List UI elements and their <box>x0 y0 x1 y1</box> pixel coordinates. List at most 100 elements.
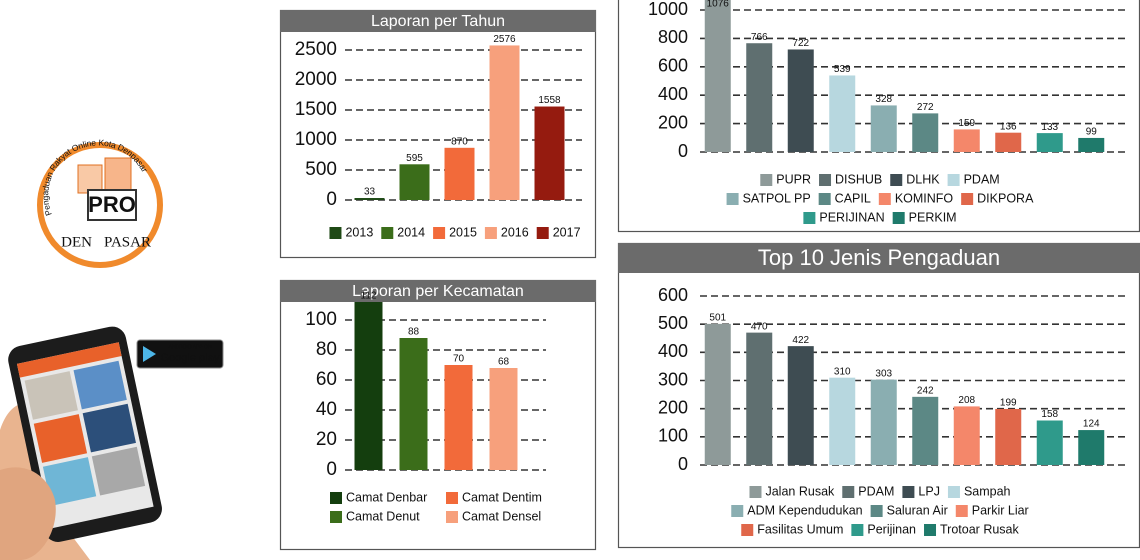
app-tile <box>42 457 97 506</box>
bar <box>1078 430 1105 465</box>
legend-label: Sampah <box>964 484 1011 498</box>
legend-label: Perijinan <box>867 522 916 536</box>
bar <box>704 323 731 465</box>
bar <box>399 338 428 470</box>
y-tick-label: 0 <box>326 189 337 210</box>
legend-label: 2013 <box>345 225 373 239</box>
value-label: 133 <box>1041 122 1058 133</box>
legend-label: PDAM <box>858 484 894 498</box>
y-tick-label: 100 <box>305 309 337 330</box>
y-tick-label: 200 <box>658 397 688 417</box>
y-tick-label: 300 <box>658 369 688 389</box>
bar <box>995 408 1022 465</box>
chart: Top 10 Jenis Pengaduan 0 100 200 300 400 500 60… <box>617 242 1140 549</box>
value-label: 199 <box>1000 398 1017 409</box>
legend-swatch <box>330 511 342 523</box>
value-label: 766 <box>751 32 768 43</box>
legend-label: Jalan Rusak <box>765 484 835 498</box>
value-label: 136 <box>1000 121 1017 132</box>
y-tick-label: 0 <box>326 459 337 480</box>
y-tick-label: 800 <box>658 27 688 47</box>
legend-label: PDAM <box>964 172 1000 186</box>
legend-swatch <box>955 505 968 517</box>
bar <box>1078 137 1105 152</box>
value-label: 501 <box>709 313 726 324</box>
chart-frame <box>279 279 597 551</box>
logo-pasar: PASAR <box>104 234 151 250</box>
legend-label: Camat Densel <box>462 509 541 523</box>
legend-label: Parkir Liar <box>972 503 1029 517</box>
legend-label: 2016 <box>501 225 529 239</box>
legend-label: LPJ <box>918 484 940 498</box>
legend-swatch <box>446 511 458 523</box>
legend-label: DIKPORA <box>977 191 1034 205</box>
value-label: 112 <box>361 291 377 302</box>
legend-label: Saluran Air <box>887 503 948 517</box>
y-tick-label: 500 <box>305 159 337 180</box>
legend-label: DLHK <box>906 172 940 186</box>
legend-label: 2017 <box>553 225 581 239</box>
legend-label: KOMINFO <box>895 191 954 205</box>
bar <box>534 106 565 200</box>
bar <box>444 365 473 470</box>
legend-swatch <box>381 227 394 239</box>
badge-bg[interactable] <box>136 339 224 369</box>
title-bar <box>618 243 1140 273</box>
bar <box>870 105 897 152</box>
y-tick-label: 200 <box>658 112 688 132</box>
legend-swatch <box>851 524 864 536</box>
logo: Pengaduan Rakyat Online Kota Denpasar PR… <box>37 138 163 268</box>
value-label: 159 <box>958 118 975 129</box>
bar <box>787 49 814 153</box>
title-bar <box>280 280 596 302</box>
logo-den: DEN <box>61 234 92 250</box>
legend-label: ADM Kependudukan <box>747 503 862 517</box>
value-label: 68 <box>498 357 510 368</box>
legend-label: Camat Dentim <box>462 490 542 504</box>
legend-swatch <box>842 486 855 498</box>
y-tick-label: 2500 <box>295 39 337 60</box>
bar <box>912 396 939 465</box>
play-badge[interactable]: ANDROID APP ON Google play <box>136 339 224 369</box>
bar <box>489 45 520 200</box>
y-tick-label: 500 <box>658 313 688 333</box>
value-label: 595 <box>406 153 423 164</box>
legend-swatch <box>726 193 739 205</box>
legend-label: PERIJINAN <box>819 210 884 224</box>
bar <box>787 346 814 465</box>
bar <box>399 164 430 200</box>
value-label: 539 <box>834 64 851 75</box>
value-label: 242 <box>917 385 934 396</box>
value-label: 99 <box>1086 127 1098 138</box>
legend-swatch <box>890 174 903 186</box>
value-label: 158 <box>1041 409 1058 420</box>
bar <box>912 113 939 152</box>
chart-title: Laporan per Tahun <box>371 13 505 30</box>
legend-label: PERKIM <box>909 210 957 224</box>
bar <box>354 302 383 470</box>
logo-building <box>77 164 103 194</box>
logo-building <box>104 157 132 193</box>
chart: Laporan per Kecamatan 0 20 40 60 80 100 112 88 70… <box>279 279 597 551</box>
bar <box>953 129 980 152</box>
chart: Laporan per Tahun 0 500 1000 1500 2000 2500 33 5… <box>279 9 597 259</box>
badge-big: Google play <box>161 352 220 364</box>
legend-swatch <box>803 212 816 224</box>
bar <box>354 198 385 200</box>
legend-swatch <box>433 227 446 239</box>
y-tick-label: 1500 <box>295 99 337 120</box>
y-tick-label: 20 <box>316 429 337 450</box>
legend-swatch <box>330 492 342 504</box>
bar <box>829 377 856 465</box>
chart: 0 200 400 600 800 1000 1076 766 722 539 328 272 159 1… <box>617 0 1140 233</box>
legend-swatch <box>329 227 342 239</box>
legend-swatch <box>484 227 497 239</box>
bar <box>1036 420 1063 465</box>
value-label: 272 <box>917 102 934 113</box>
value-label: 2576 <box>493 34 516 45</box>
legend-swatch <box>749 486 762 498</box>
title-bar <box>280 10 596 32</box>
value-label: 124 <box>1083 419 1100 430</box>
logo-box <box>87 189 137 221</box>
